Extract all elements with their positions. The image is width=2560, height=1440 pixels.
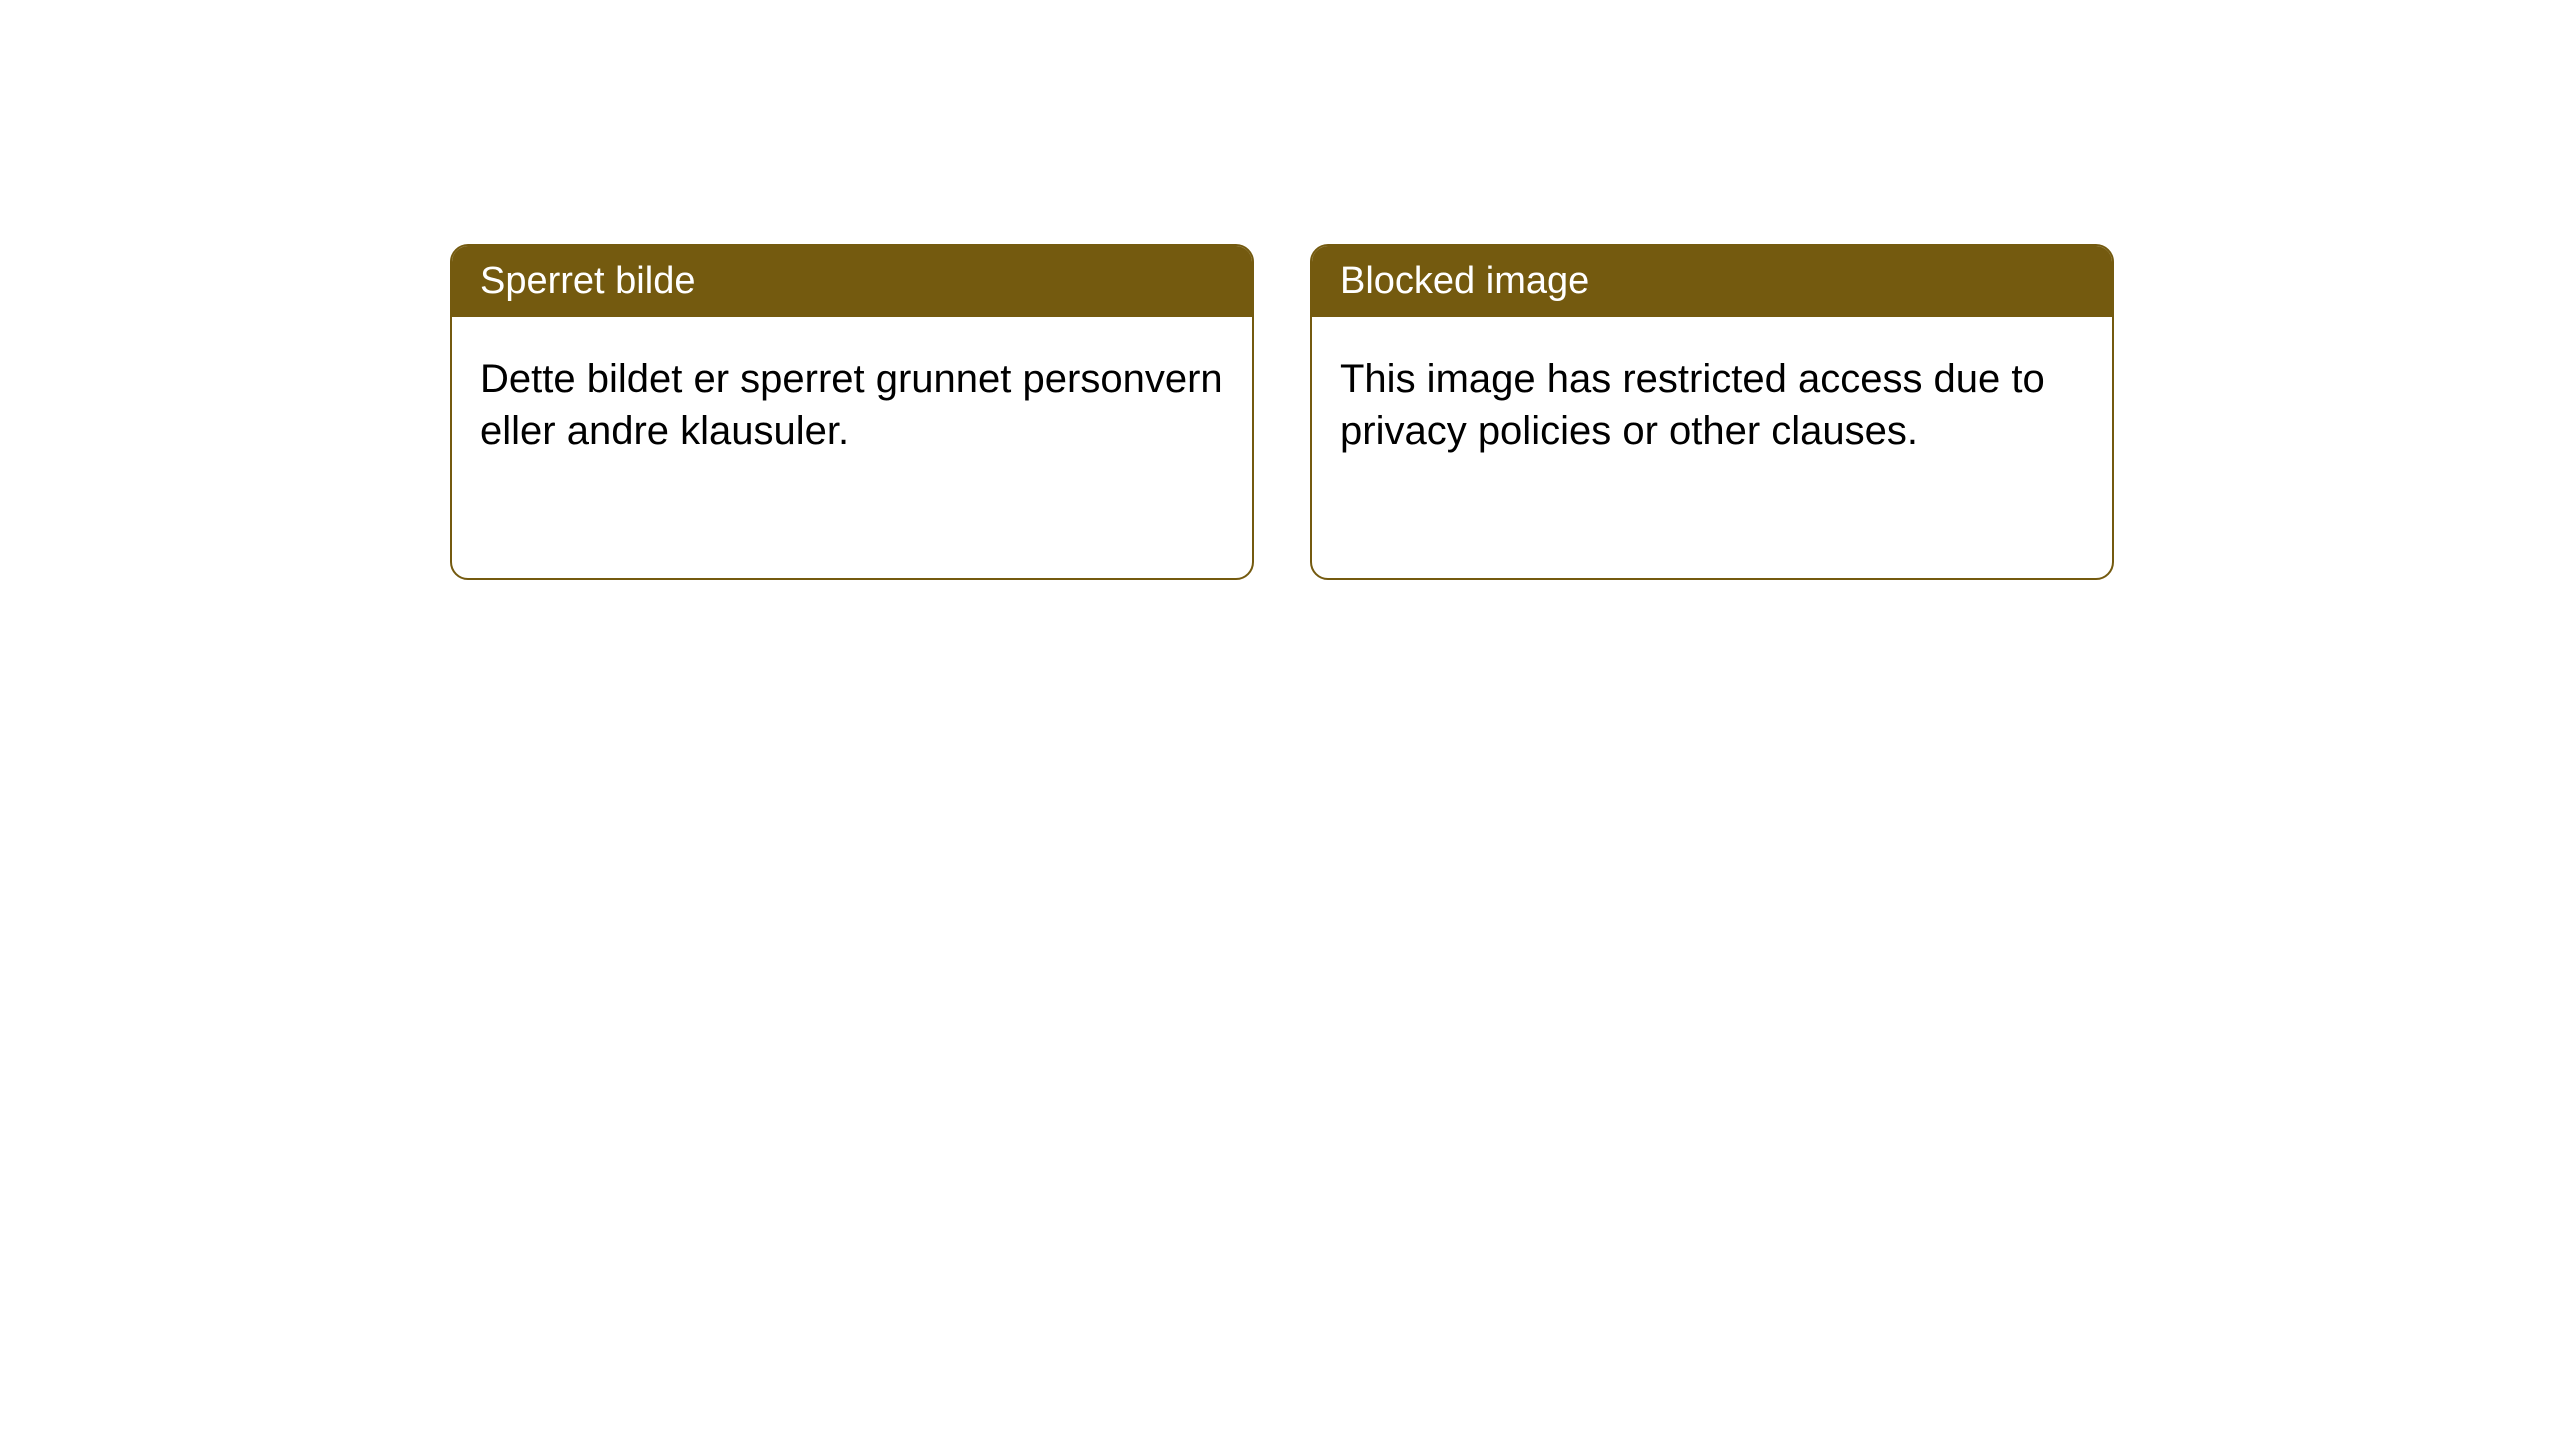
notice-text: Dette bildet er sperret grunnet personve… — [480, 357, 1223, 453]
notice-text: This image has restricted access due to … — [1340, 357, 2045, 453]
notice-body: Dette bildet er sperret grunnet personve… — [452, 317, 1252, 493]
notice-card-norwegian: Sperret bilde Dette bildet er sperret gr… — [450, 244, 1254, 580]
notice-header: Sperret bilde — [452, 246, 1252, 317]
notice-container: Sperret bilde Dette bildet er sperret gr… — [0, 0, 2560, 580]
notice-title: Sperret bilde — [480, 260, 695, 302]
notice-card-english: Blocked image This image has restricted … — [1310, 244, 2114, 580]
notice-header: Blocked image — [1312, 246, 2112, 317]
notice-body: This image has restricted access due to … — [1312, 317, 2112, 493]
notice-title: Blocked image — [1340, 260, 1589, 302]
